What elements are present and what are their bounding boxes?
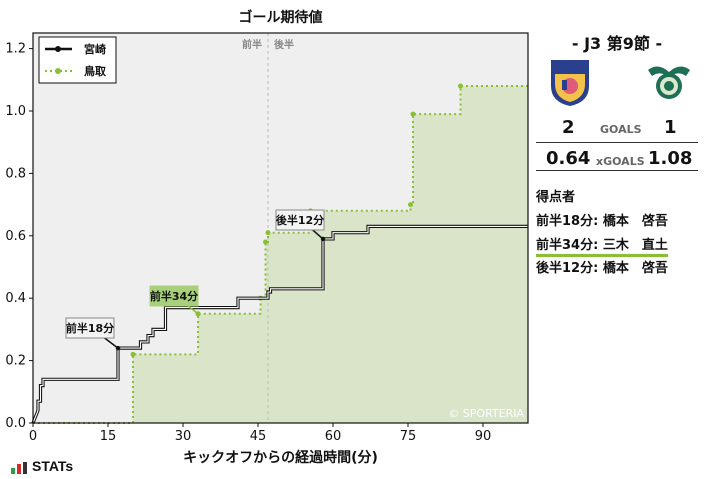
away-team-emblem-icon: [648, 66, 690, 99]
scorer-item: 前半34分: 三木 直土: [536, 234, 668, 257]
scorer-item: 後半12分: 橋本 啓吾: [536, 261, 668, 276]
xg-label: xGOALS: [596, 155, 645, 168]
first-half-label: 前半: [242, 38, 262, 51]
x-tick-label: 30: [175, 429, 192, 444]
x-tick-label: 45: [250, 429, 267, 444]
goal-annotation-label: 前半34分: [150, 289, 198, 303]
watermark: © SPORTERIA: [448, 407, 524, 420]
match-title: - J3 第9節 -: [571, 34, 663, 53]
scorer-item: 前半18分: 橋本 啓吾: [536, 214, 668, 229]
away-point: [410, 111, 416, 117]
scorers-title: 得点者: [536, 190, 576, 205]
legend-away-marker: [55, 68, 61, 74]
x-axis-label: キックオフからの経過時間(分): [183, 449, 378, 466]
y-tick-label: 0.0: [5, 416, 26, 431]
goal-annotation-marker: [195, 311, 201, 316]
x-tick-label: 75: [400, 429, 417, 444]
goals-row: 2 GOALS 1: [536, 117, 698, 139]
y-tick-label: 0.8: [5, 166, 26, 181]
y-tick-label: 1.0: [5, 104, 26, 119]
home-team-emblem-icon: [551, 60, 589, 106]
goal-annotation-marker: [115, 345, 121, 351]
y-tick-label: 0.2: [5, 354, 26, 369]
away-goals: 1: [664, 117, 677, 138]
away-point: [408, 202, 413, 208]
legend-box: [38, 36, 117, 84]
home-goals: 2: [562, 117, 575, 138]
stats-logo-icon: [11, 462, 27, 474]
away-point: [458, 83, 463, 89]
brand-name: STATs: [32, 458, 74, 474]
x-tick-label: 60: [325, 429, 342, 444]
y-tick-label: 0.6: [5, 229, 26, 244]
legend-away-label: 鳥取: [84, 64, 106, 78]
away-line: [33, 85, 528, 424]
goal-annotation-label: 後半12分: [276, 213, 324, 227]
x-tick-label: 90: [475, 429, 492, 444]
y-tick-label: 1.2: [5, 42, 26, 57]
goal-annotation-label: 前半18分: [66, 321, 114, 335]
away-point: [263, 239, 268, 245]
goal-annotation-marker: [320, 236, 326, 242]
legend-home-label: 宮崎: [84, 42, 106, 56]
divider: [536, 170, 698, 171]
xg-row: 0.64 xGOALS 1.08: [536, 148, 698, 172]
legend-home-marker: [55, 46, 61, 52]
home-xg: 0.64: [546, 148, 591, 169]
divider: [536, 142, 698, 143]
goal-annotation-box: [275, 209, 325, 231]
chart-title: ゴール期待値: [239, 9, 323, 26]
away-point: [130, 351, 136, 357]
second-half-label: 後半: [274, 38, 294, 51]
x-tick-label: 15: [100, 429, 117, 444]
goal-annotation-box: [65, 317, 115, 339]
y-tick-label: 0.4: [5, 291, 26, 306]
away-area: [33, 86, 528, 423]
goals-label: GOALS: [600, 123, 642, 136]
goal-annotation-box: [149, 285, 199, 307]
axes-frame: [32, 32, 529, 424]
x-tick-label: 0: [29, 429, 37, 444]
away-xg: 1.08: [648, 148, 693, 169]
away-point: [265, 230, 271, 236]
